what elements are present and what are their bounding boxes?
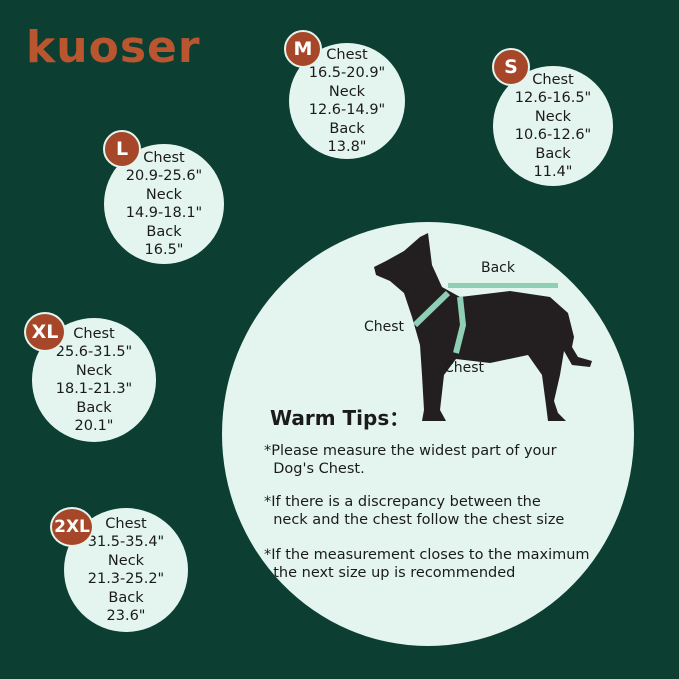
chest-value: 31.5-35.4" [87,534,165,550]
neck-value: 12.6-14.9" [308,102,386,118]
back-label: Back [76,399,112,416]
size-badge-xl: XL [24,312,66,352]
dog-silhouette-icon [374,233,592,421]
back-label: Back [329,120,365,137]
chest-tape [453,296,467,354]
warm-tips-title: Warm Tips： [270,406,410,430]
brand-logo: kuoser [26,22,201,73]
neck-label: Neck [107,552,145,569]
neck-label: Neck [145,186,183,203]
chest-value: 12.6-16.5" [514,90,592,106]
back-label: Back [108,589,144,606]
size-badge-s: S [492,48,530,86]
tip-item: *If the measurement closes to the maximu… [264,547,590,581]
back-value: 13.8" [327,139,367,155]
chest-value: 16.5-20.9" [308,65,386,81]
chest-label: Chest [532,71,574,88]
size-badge-l: L [103,130,141,168]
size-badge-2xl: 2XL [50,507,94,547]
back-value: 20.1" [74,418,114,434]
chest-label: Chest [326,46,368,63]
chest-label: Chest [73,325,115,342]
size-card-s: Chest 12.6-16.5" Neck 10.6-12.6" Back 11.4" [493,66,613,186]
neck-label: Neck [75,362,113,379]
neck-value: 21.3-25.2" [87,571,165,587]
neck-label: Neck [534,108,572,125]
back-label: Back [481,260,515,276]
chest-label: Chest [143,149,185,166]
back-value: 11.4" [533,164,573,180]
chest-label: Chest [105,515,147,532]
neck-label: Neck [328,83,366,100]
tip-item: *Please measure the widest part of your … [264,443,557,477]
back-tape [448,283,558,288]
back-value: 23.6" [106,608,146,624]
neck-value: 14.9-18.1" [125,205,203,221]
back-label: Back [146,223,182,240]
back-value: 16.5" [144,242,184,258]
size-badge-m: M [284,30,322,68]
chest-value: 25.6-31.5" [55,344,133,360]
neck-tape [412,290,451,328]
neck-value: 10.6-12.6" [514,127,592,143]
size-card-m: Chest 16.5-20.9" Neck 12.6-14.9" Back 13.8" [289,43,405,159]
chest-value: 20.9-25.6" [125,168,203,184]
neck-chest-label: Chest [364,319,405,335]
tip-item: *If there is a discrepancy between the n… [264,494,565,528]
chest-label: Chest [444,360,485,376]
back-label: Back [535,145,571,162]
neck-value: 18.1-21.3" [55,381,133,397]
